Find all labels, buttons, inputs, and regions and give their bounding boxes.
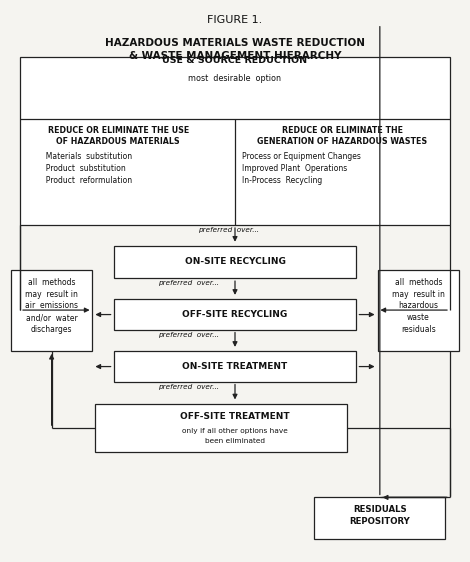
Text: REDUCE OR ELIMINATE THE USE
OF HAZARDOUS MATERIALS: REDUCE OR ELIMINATE THE USE OF HAZARDOUS… xyxy=(47,126,189,146)
Text: USE & SOURCE REDUCTION: USE & SOURCE REDUCTION xyxy=(163,56,307,65)
Text: only if all other options have: only if all other options have xyxy=(182,428,288,434)
Text: preferred  over...: preferred over... xyxy=(197,226,259,233)
Bar xyxy=(114,351,356,382)
Bar xyxy=(377,270,459,351)
Text: preferred  over...: preferred over... xyxy=(158,384,219,389)
Bar xyxy=(114,246,356,278)
Text: OFF-SITE RECYCLING: OFF-SITE RECYCLING xyxy=(182,310,288,319)
Text: all  methods
may  result in
hazardous
waste
residuals: all methods may result in hazardous wast… xyxy=(392,278,445,334)
Text: FIGURE 1.: FIGURE 1. xyxy=(207,15,263,25)
Text: ON-SITE RECYCLING: ON-SITE RECYCLING xyxy=(185,257,285,266)
Text: RESIDUALS
REPOSITORY: RESIDUALS REPOSITORY xyxy=(350,505,410,526)
Bar xyxy=(114,299,356,330)
Bar xyxy=(314,497,445,540)
Text: ON-SITE TREATMENT: ON-SITE TREATMENT xyxy=(182,362,288,371)
Text: most  desirable  option: most desirable option xyxy=(188,74,282,83)
Bar xyxy=(20,57,450,225)
Text: preferred  over...: preferred over... xyxy=(158,280,219,285)
Text: been eliminated: been eliminated xyxy=(205,438,265,445)
Bar xyxy=(95,404,347,451)
Bar xyxy=(11,270,93,351)
Text: REDUCE OR ELIMINATE THE
GENERATION OF HAZARDOUS WASTES: REDUCE OR ELIMINATE THE GENERATION OF HA… xyxy=(258,126,428,146)
Text: Process or Equipment Changes
Improved Plant  Operations
In-Process  Recycling: Process or Equipment Changes Improved Pl… xyxy=(242,152,361,185)
Text: preferred  over...: preferred over... xyxy=(158,332,219,338)
Text: OFF-SITE TREATMENT: OFF-SITE TREATMENT xyxy=(180,412,290,421)
Text: Materials  substitution
  Product  substitution
  Product  reformulation: Materials substitution Product substitut… xyxy=(41,152,132,185)
Text: all  methods
may  result in
air  emissions
and/or  water
discharges: all methods may result in air emissions … xyxy=(25,278,78,334)
Text: HAZARDOUS MATERIALS WASTE REDUCTION
& WASTE MANAGEMENT HIERARCHY: HAZARDOUS MATERIALS WASTE REDUCTION & WA… xyxy=(105,38,365,61)
